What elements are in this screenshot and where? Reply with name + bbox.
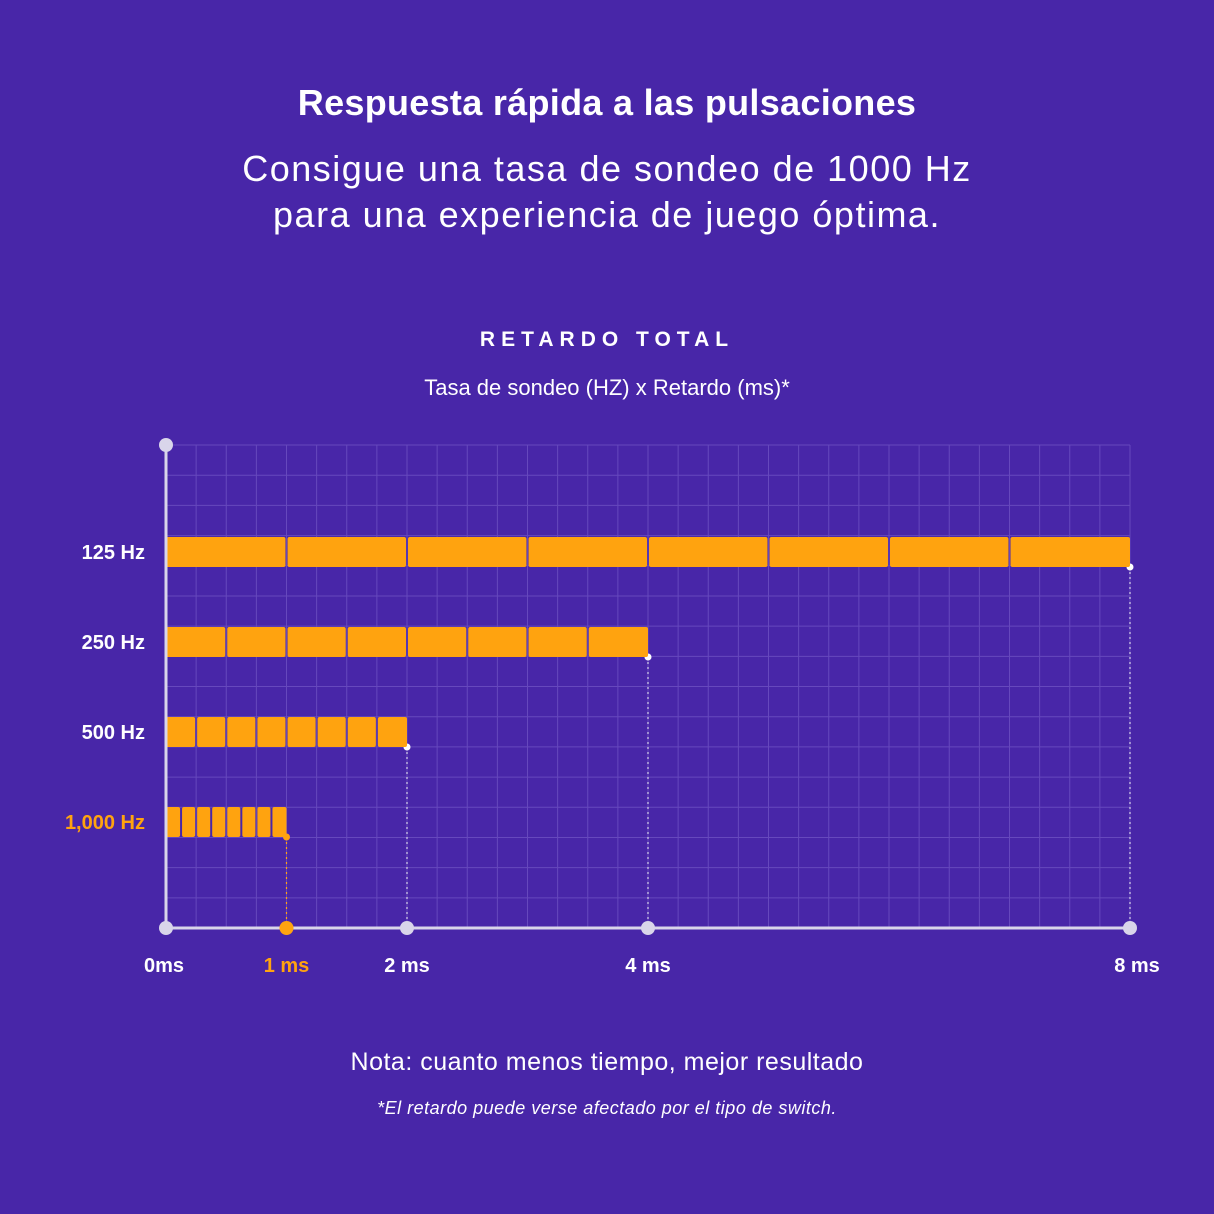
- category-label: 125 Hz: [82, 542, 145, 564]
- bar-500-hz-segment: [227, 717, 256, 747]
- bar-1-000-hz-segment: [212, 807, 226, 837]
- subheadline: Consigue una tasa de sondeo de 1000 Hz p…: [157, 146, 1057, 238]
- bar-1-000-hz-segment: [182, 807, 196, 837]
- bar-1-000-hz-segment: [166, 807, 181, 837]
- chart-grid: [166, 444, 1131, 928]
- bar-500-hz-segment: [377, 717, 407, 747]
- headline: Respuesta rápida a las pulsaciones: [297, 82, 917, 123]
- bar-500-hz-segment: [287, 717, 316, 747]
- bar-250-hz-segment: [287, 627, 346, 657]
- chart-labels: 125 Hz 250 Hz 500 Hz 1,000 Hz 0ms 1 ms 2 ms 4 m…: [65, 542, 1160, 977]
- bar-125-hz-segment: [769, 537, 888, 567]
- bar-125-hz-segment: [528, 537, 647, 567]
- x-tick-label: 1 ms: [264, 955, 310, 977]
- x-tick-dot: [279, 921, 294, 935]
- bar-500-hz-segment: [257, 717, 286, 747]
- x-tick-dot: [159, 921, 173, 935]
- bar-250-hz-segment: [588, 627, 648, 657]
- chart-subtitle: Tasa de sondeo (HZ) x Retardo (ms)*: [424, 375, 790, 400]
- x-tick-dot: [400, 921, 414, 935]
- bar-1-000-hz-segment: [272, 807, 287, 837]
- bar-125-hz-segment: [890, 537, 1009, 567]
- bar-1-000-hz-segment: [242, 807, 256, 837]
- bar-125-hz-segment: [166, 537, 286, 567]
- bar-250-hz-segment: [468, 627, 527, 657]
- bar-250-hz-segment: [528, 627, 587, 657]
- x-tick-label: 0ms: [144, 955, 184, 977]
- bar-500-hz-segment: [166, 717, 196, 747]
- bar-125-hz-segment: [287, 537, 406, 567]
- bar-250-hz-segment: [227, 627, 286, 657]
- guide-lines: [283, 563, 1134, 928]
- bar-125-hz-segment: [649, 537, 768, 567]
- subheadline-line-1: Consigue una tasa de sondeo de 1000 Hz: [242, 148, 972, 189]
- bar-500-hz-segment: [347, 717, 376, 747]
- axes: [159, 438, 1137, 935]
- category-label: 1,000 Hz: [65, 812, 145, 834]
- note-text: Nota: cuanto menos tiempo, mejor resulta…: [350, 1048, 864, 1076]
- y-axis-top-dot: [159, 438, 173, 452]
- bar-1-000-hz-segment: [257, 807, 271, 837]
- x-tick-label: 4 ms: [625, 955, 671, 977]
- bar-125-hz-segment: [408, 537, 527, 567]
- x-tick-dot: [1123, 921, 1137, 935]
- bar-500-hz-segment: [317, 717, 346, 747]
- footnote-text: *El retardo puede verse afectado por el …: [377, 1098, 837, 1118]
- chart-title: RETARDO TOTAL: [479, 328, 735, 351]
- category-label: 250 Hz: [82, 632, 145, 654]
- bar-1-000-hz-segment: [197, 807, 211, 837]
- category-label: 500 Hz: [82, 722, 145, 744]
- bar-250-hz-segment: [408, 627, 467, 657]
- x-tick-label: 2 ms: [384, 955, 430, 977]
- bar-250-hz-segment: [347, 627, 406, 657]
- bars: [166, 537, 1130, 837]
- bar-1-000-hz-segment: [227, 807, 241, 837]
- x-tick-label: 8 ms: [1114, 955, 1160, 977]
- bar-500-hz-segment: [197, 717, 226, 747]
- bar-125-hz-segment: [1010, 537, 1130, 567]
- subheadline-line-2: para una experiencia de juego óptima.: [273, 194, 941, 235]
- x-tick-dot: [641, 921, 655, 935]
- bar-250-hz-segment: [166, 627, 226, 657]
